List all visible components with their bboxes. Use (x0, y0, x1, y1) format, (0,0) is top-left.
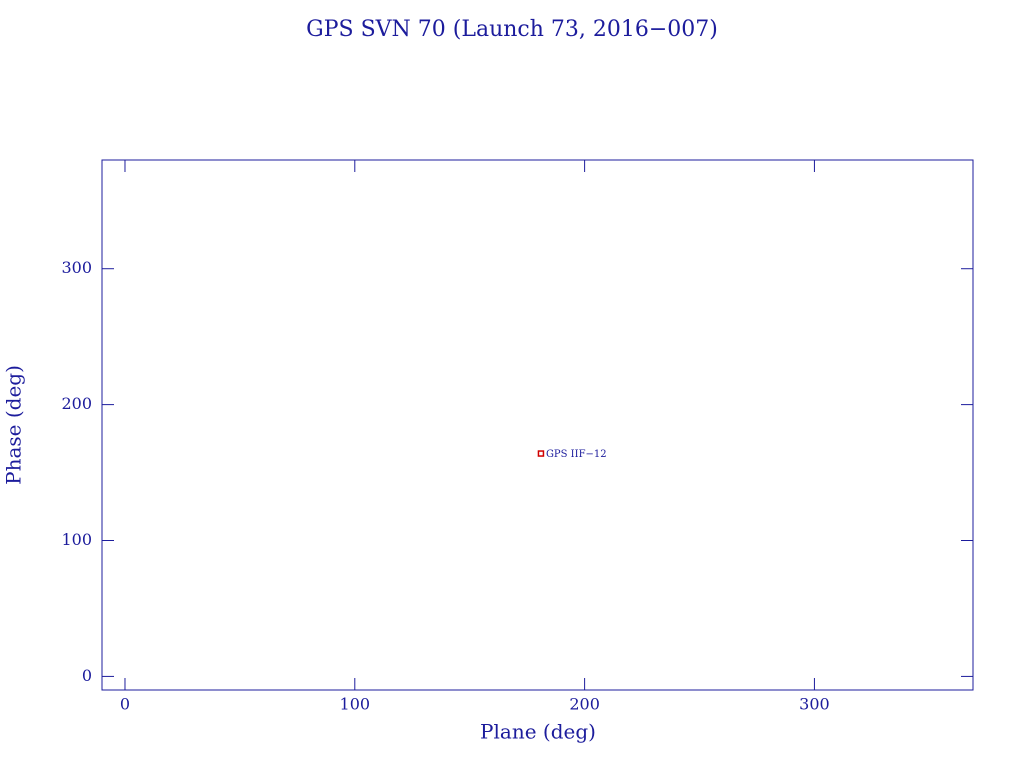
x-tick-label: 100 (340, 695, 371, 714)
y-tick-label: 0 (82, 666, 92, 685)
y-tick-label: 300 (61, 258, 92, 277)
x-tick-label: 200 (569, 695, 600, 714)
plot-frame (101, 159, 974, 691)
y-tick-label: 200 (61, 394, 92, 413)
point (537, 450, 545, 457)
point-label: GPS IIF−12 (546, 449, 607, 460)
x-tick-label: 0 (120, 695, 130, 714)
y-axis-label: Phase (deg) (2, 365, 26, 485)
chart-title: GPS SVN 70 (Launch 73, 2016−007) (306, 17, 718, 42)
y-tick-label: 100 (61, 530, 92, 549)
x-axis-label: Plane (deg) (480, 720, 596, 744)
x-tick-label: 300 (799, 695, 830, 714)
